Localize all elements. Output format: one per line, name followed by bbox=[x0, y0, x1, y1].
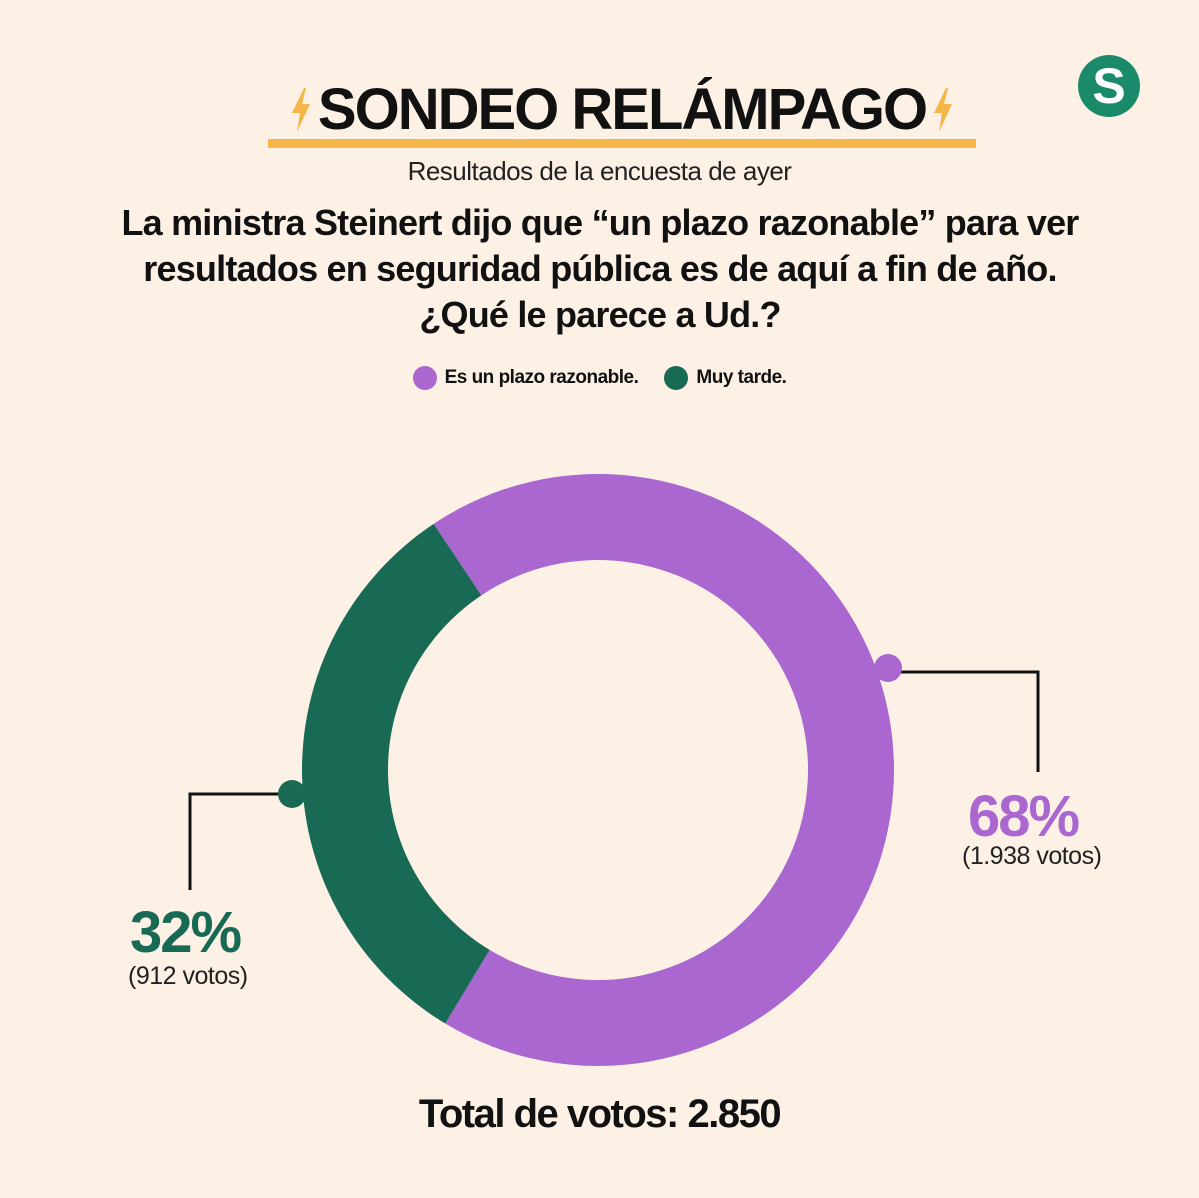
data-label-votes-razonable: (1.938 votos) bbox=[962, 842, 1102, 870]
data-label-votes-muy-tarde: (912 votos) bbox=[128, 962, 248, 990]
chart-legend: Es un plazo razonable. Muy tarde. bbox=[0, 366, 1199, 390]
legend-swatch bbox=[664, 366, 689, 390]
subtitle: Resultados de la encuesta de ayer bbox=[407, 156, 792, 186]
leader-line-razonable bbox=[888, 670, 1040, 772]
legend-label: Muy tarde. bbox=[696, 367, 787, 388]
data-label-percent-muy-tarde: 32% bbox=[130, 900, 242, 965]
lightning-bolt-icon bbox=[291, 88, 310, 132]
lightning-bolt-icon bbox=[934, 88, 953, 132]
legend-swatch bbox=[412, 366, 437, 390]
slice-razonable bbox=[433, 474, 895, 1067]
leader-line-muy-tarde bbox=[188, 792, 292, 890]
marker-dot-muy-tarde bbox=[278, 780, 306, 808]
slice-muy-tarde bbox=[301, 523, 490, 1024]
poll-question: La ministra Steinert dijo que “un plazo … bbox=[121, 202, 1079, 335]
legend-item-muy-tarde: Muy tarde. bbox=[664, 366, 787, 390]
header: SONDEO RELÁMPAGO bbox=[268, 70, 976, 150]
data-label-percent-razonable: 68% bbox=[968, 784, 1080, 849]
legend-item-razonable: Es un plazo razonable. bbox=[412, 366, 639, 390]
legend-label: Es un plazo razonable. bbox=[444, 367, 639, 388]
title-underline bbox=[268, 139, 976, 148]
total-votes: Total de votos: 2.850 bbox=[418, 1092, 782, 1136]
brand-logo: S bbox=[1078, 55, 1140, 117]
page-title: SONDEO RELÁMPAGO bbox=[317, 77, 928, 142]
marker-dot-razonable bbox=[874, 654, 902, 682]
